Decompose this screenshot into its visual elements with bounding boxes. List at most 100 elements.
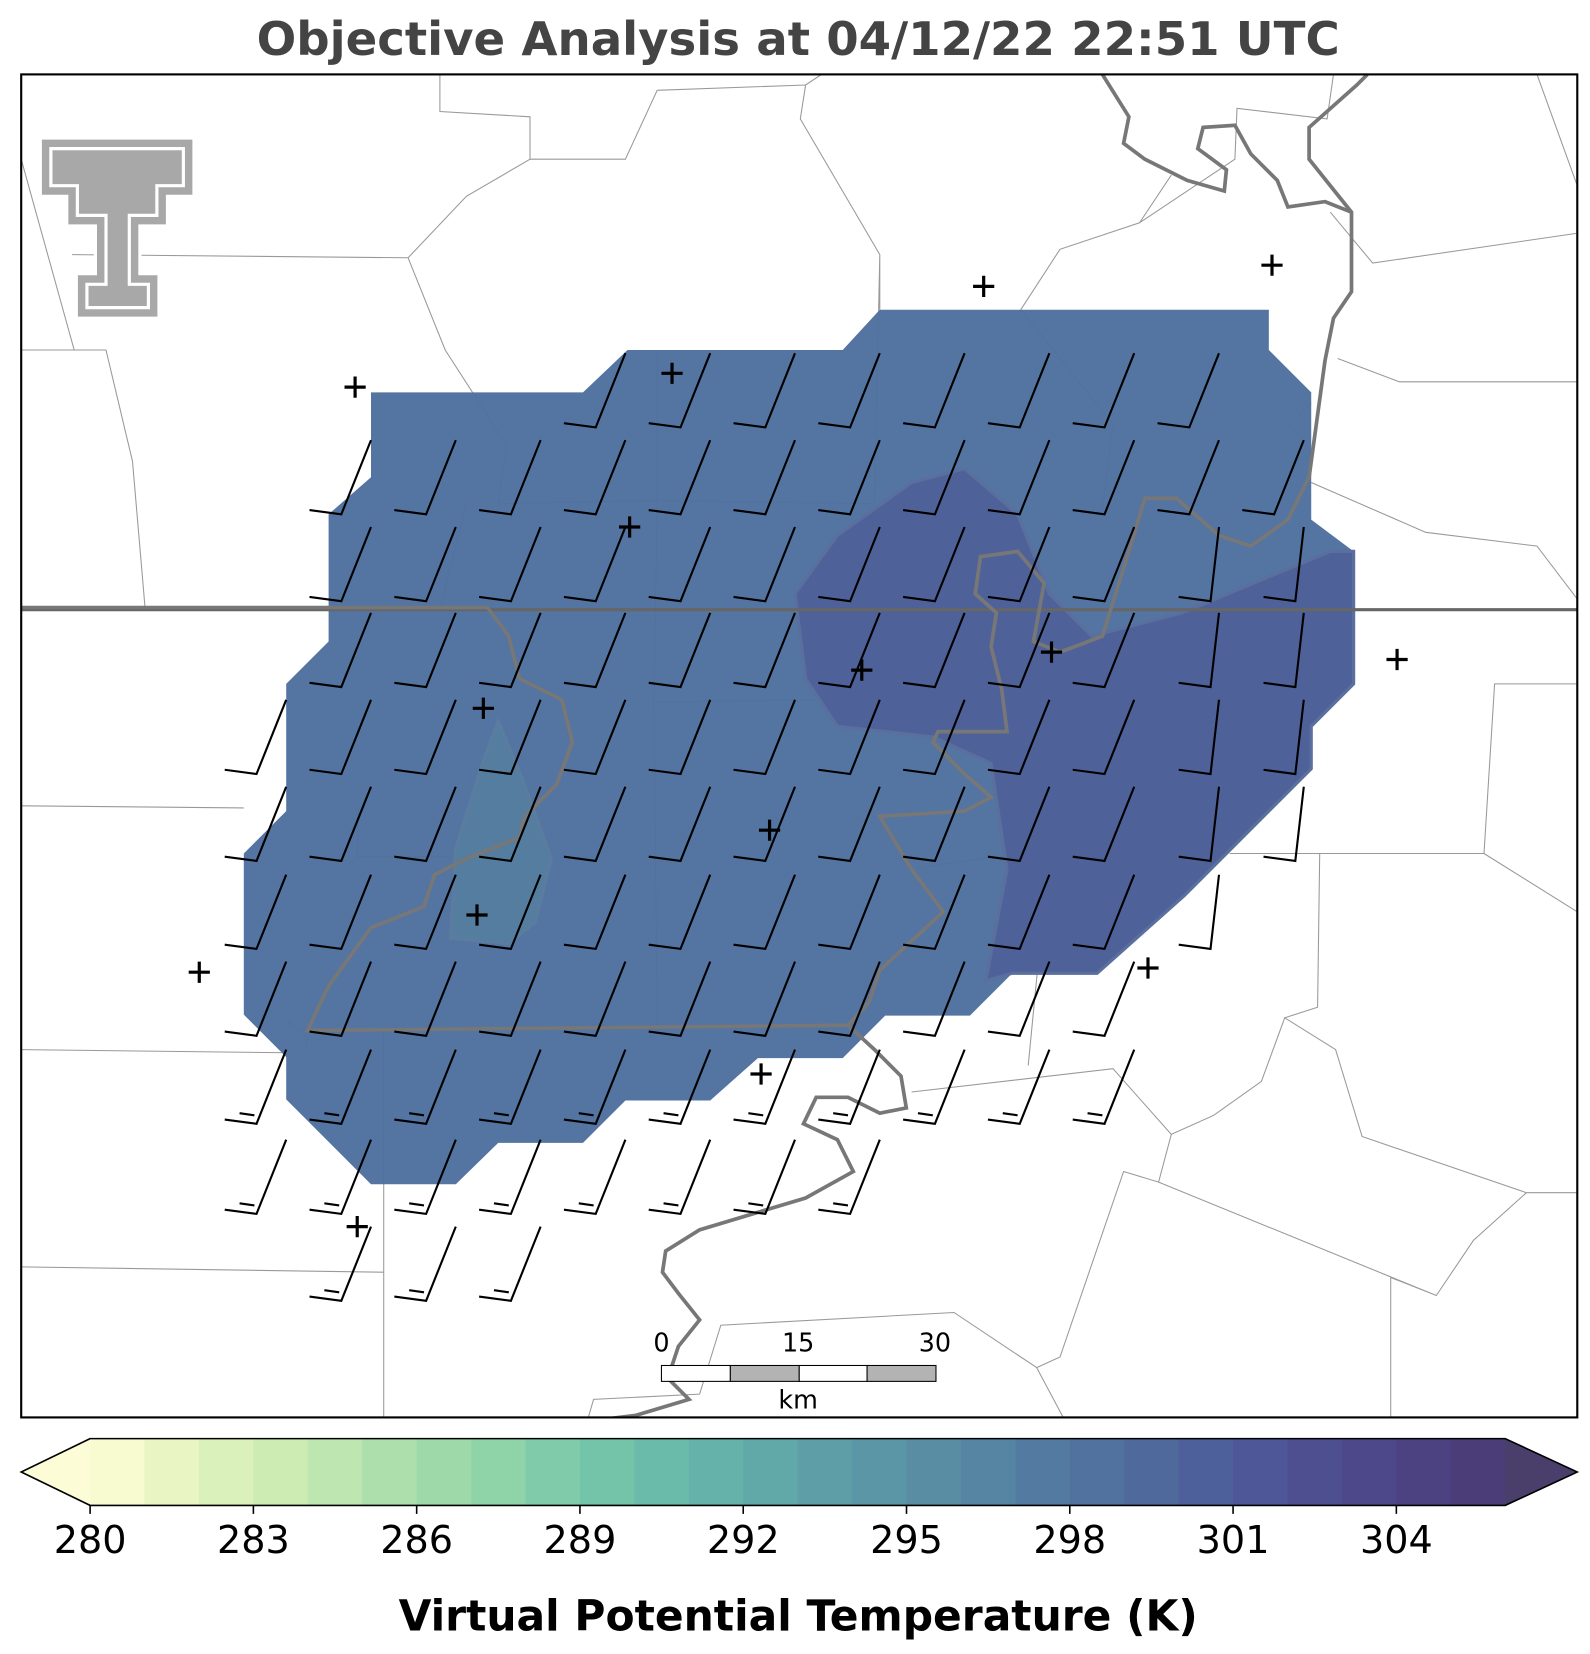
station <box>188 961 210 983</box>
colorbar-bin <box>797 1438 853 1506</box>
station <box>344 376 366 398</box>
wind-barb <box>818 961 881 1037</box>
colorbar-bin <box>362 1438 418 1506</box>
wind-barb <box>309 961 372 1037</box>
wind-barb <box>1263 699 1305 776</box>
colorbar-bin <box>1178 1438 1234 1506</box>
wind-barb <box>309 1049 372 1125</box>
wind-barb <box>902 699 966 776</box>
wind-barb <box>1178 612 1221 689</box>
colorbar-bin <box>307 1438 363 1506</box>
wind-barb <box>309 874 372 951</box>
wind-barb <box>563 526 627 603</box>
scale-segment <box>729 1364 800 1382</box>
wind-barb <box>648 1139 712 1216</box>
colorbar-bin <box>1233 1438 1289 1506</box>
station <box>661 362 683 384</box>
colorbar-bin <box>525 1438 581 1506</box>
colorbar-bin <box>144 1438 200 1506</box>
wind-barb <box>1072 961 1136 1037</box>
scale-unit: km <box>778 1385 818 1415</box>
colorbar-bin <box>579 1438 635 1506</box>
colorbar-bin <box>688 1438 744 1506</box>
wind-barb <box>478 439 542 516</box>
wind-barb <box>309 786 372 863</box>
wind-barb <box>1242 439 1305 516</box>
wind-barb <box>1178 699 1221 776</box>
wind-barb <box>394 526 457 603</box>
wind-barb <box>478 874 542 951</box>
wind-barb <box>309 1139 372 1216</box>
colorbar-bin <box>906 1438 962 1506</box>
wind-barb <box>648 352 712 429</box>
wind-barb <box>733 1139 796 1216</box>
analysis-field-warm <box>793 466 1356 983</box>
wind-barb <box>224 874 288 951</box>
wind-barb <box>818 526 881 603</box>
station <box>1261 254 1283 276</box>
wind-barb <box>818 1139 881 1216</box>
wind-barb <box>224 1049 288 1125</box>
colorbar-bin <box>634 1438 690 1506</box>
wind-barb <box>478 786 542 863</box>
colorbar-bin <box>471 1438 527 1506</box>
wind-barb <box>394 961 457 1037</box>
wind-barb <box>478 1049 542 1125</box>
wind-barb <box>1072 1049 1136 1125</box>
wind-barb <box>987 526 1051 603</box>
wind-barb <box>563 1049 627 1125</box>
wind-barb <box>478 1226 542 1302</box>
station <box>346 1216 368 1238</box>
wind-barb <box>902 439 966 516</box>
colorbar-bin <box>416 1438 472 1506</box>
logo <box>38 136 196 320</box>
wind-barb <box>1072 786 1136 863</box>
colorbar-bin <box>253 1438 309 1506</box>
wind-barb <box>733 526 796 603</box>
wind-barb <box>224 786 288 863</box>
scale-bar: 0 15 30 km <box>653 1327 951 1414</box>
wind-barb <box>902 352 966 429</box>
wind-barb <box>563 439 627 516</box>
wind-barb <box>648 526 712 603</box>
scale-label: 30 <box>919 1327 951 1357</box>
wind-barb <box>309 526 372 603</box>
colorbar-tick-label: 283 <box>217 1518 290 1562</box>
colorbar-tick-label: 298 <box>1033 1518 1106 1562</box>
station <box>472 697 494 719</box>
wind-barb <box>1263 612 1305 689</box>
colorbar-bin <box>1287 1438 1343 1506</box>
wind-barb <box>818 874 881 951</box>
wind-barb <box>987 352 1051 429</box>
wind-barb <box>394 439 457 516</box>
station <box>1137 957 1159 979</box>
wind-barb <box>563 961 627 1037</box>
wind-barb <box>563 874 627 951</box>
wind-barb <box>818 612 881 689</box>
station <box>758 819 781 841</box>
colorbar-tick-label: 286 <box>380 1518 453 1562</box>
wind-barb <box>648 612 712 689</box>
station <box>466 904 488 926</box>
wind-barb <box>987 1049 1051 1125</box>
wind-barb <box>309 699 372 776</box>
colorbar-over <box>1505 1438 1578 1506</box>
wind-barb <box>1072 699 1136 776</box>
wind-barb <box>902 786 966 863</box>
scale-label: 0 <box>653 1327 669 1357</box>
wind-barb <box>1263 526 1305 603</box>
wind-barb <box>394 874 457 951</box>
wind-barb <box>1178 526 1221 603</box>
wind-barb <box>818 1049 881 1125</box>
station <box>619 516 641 538</box>
wind-barb <box>733 786 796 863</box>
wind-barb <box>394 612 457 689</box>
wind-barb <box>563 786 627 863</box>
wind-barb <box>987 786 1051 863</box>
wind-barb <box>563 612 627 689</box>
wind-barb <box>224 961 288 1037</box>
colorbar-bin <box>1396 1438 1452 1506</box>
wind-barb <box>1178 874 1221 951</box>
wind-barb <box>1072 874 1136 951</box>
wind-barb <box>648 699 712 776</box>
